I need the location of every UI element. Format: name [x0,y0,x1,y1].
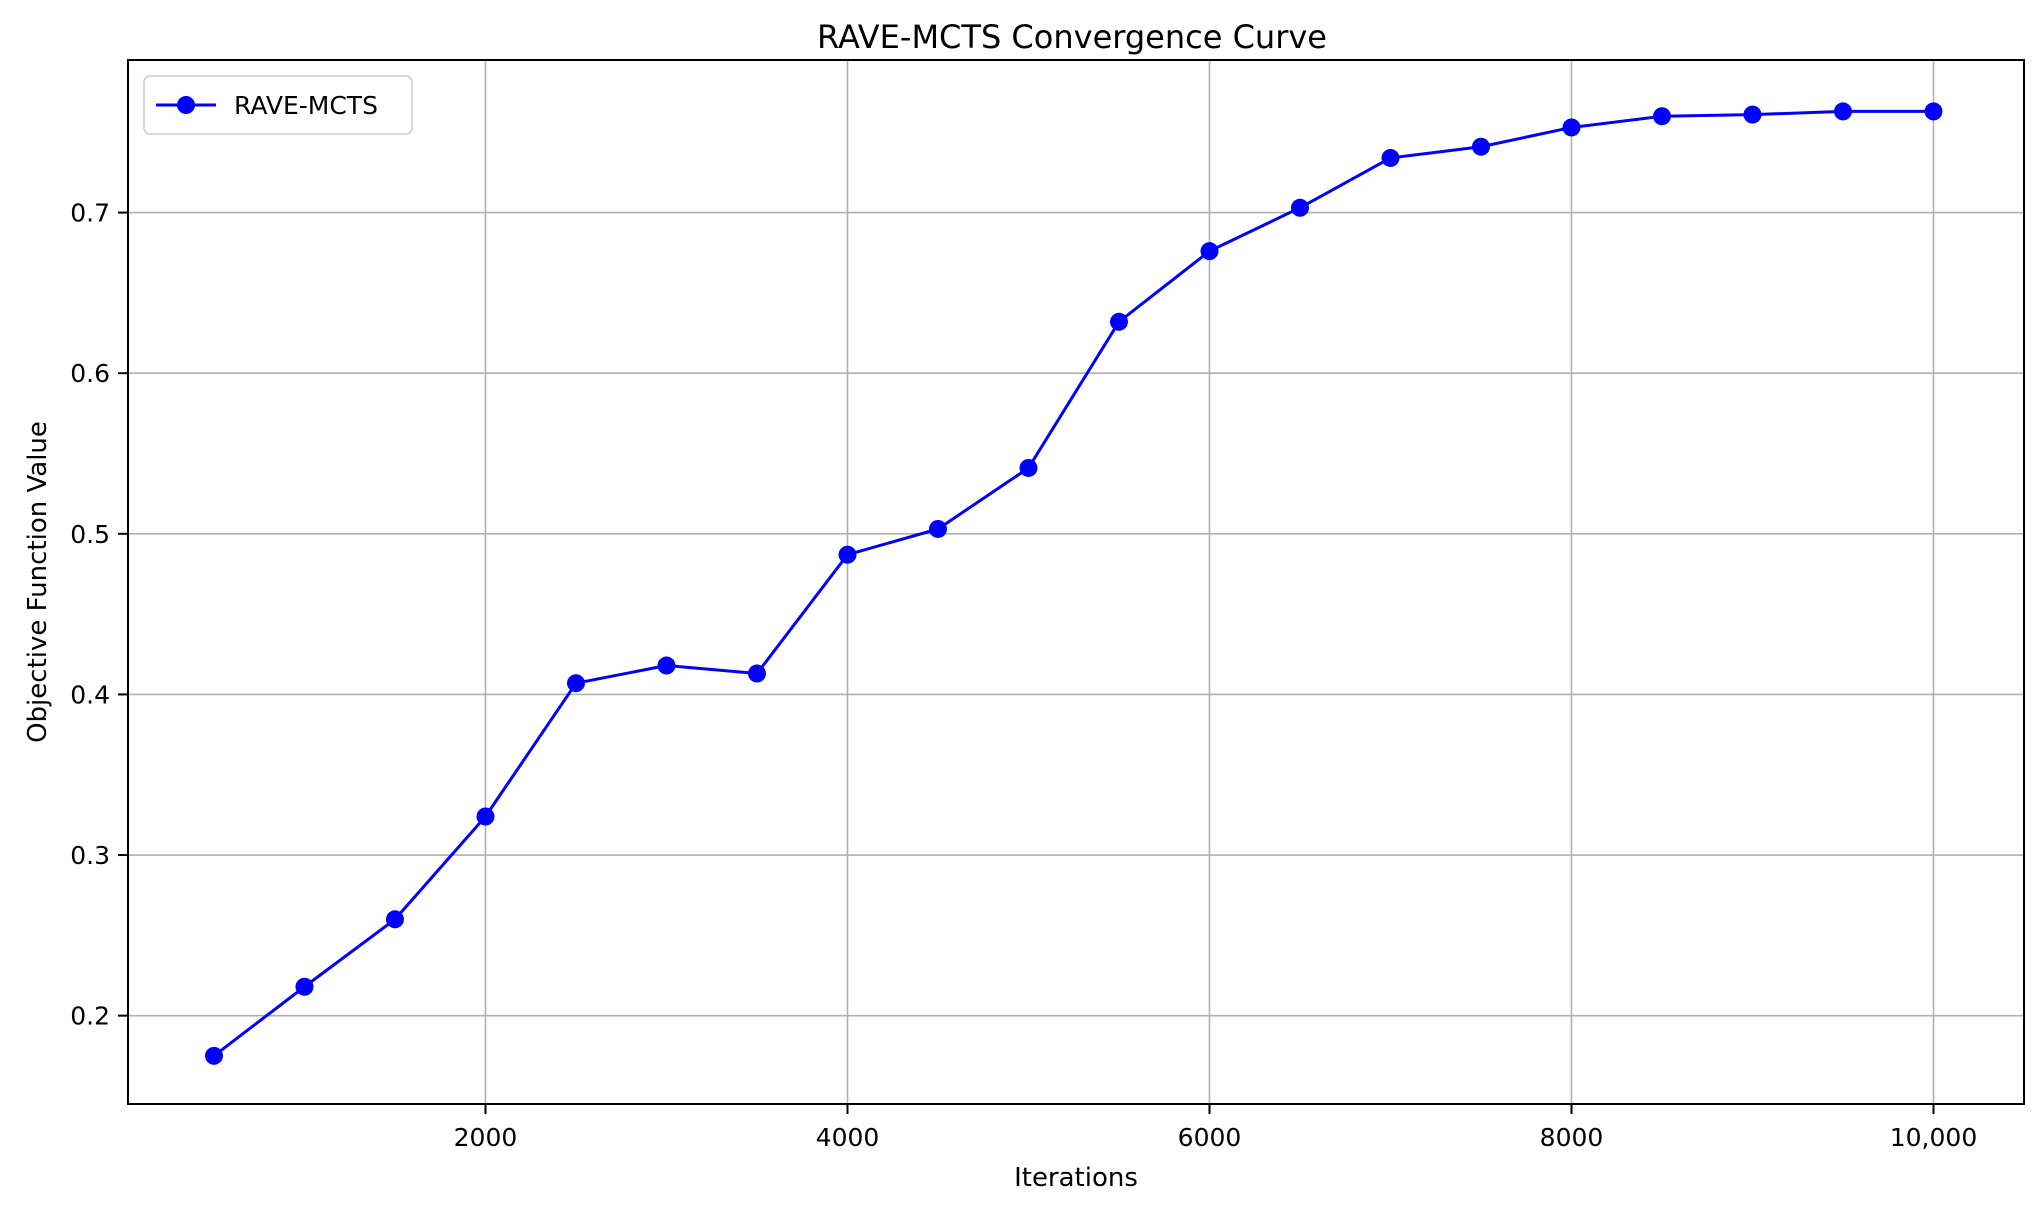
data-point [1290,198,1309,217]
data-point [476,807,495,826]
y-axis-label: Objective Function Value [23,421,53,743]
x-axis-ticks: 2000 4000 6000 8000 10,000 [454,1104,1977,1152]
data-point [1109,312,1128,331]
x-tick-label: 2000 [454,1123,518,1152]
x-axis-label: Iterations [1014,1163,1138,1193]
data-point [1381,148,1400,167]
y-axis-ticks: 0.2 0.3 0.4 0.5 0.6 0.7 [70,199,128,1031]
data-point [1743,105,1762,124]
x-tick-label: 10,000 [1890,1123,1977,1152]
legend-marker [177,96,195,114]
data-point [838,545,857,564]
data-point [1924,102,1943,121]
data-point [747,664,766,683]
legend-box [143,75,413,135]
x-tick-label: 8000 [1540,1123,1604,1152]
y-tick-label: 0.7 [70,199,110,228]
data-point [204,1046,223,1065]
series-layer [204,102,1943,1065]
y-tick-label: 0.3 [70,841,110,870]
x-tick-label: 4000 [816,1123,880,1152]
grid [128,60,2024,1104]
data-point [1833,102,1852,121]
data-point [385,910,404,929]
y-tick-label: 0.5 [70,520,110,549]
legend: RAVE-MCTS [143,75,413,135]
data-point [928,519,947,538]
plot-frame [127,59,2025,1105]
y-tick-label: 0.2 [70,1002,110,1031]
y-tick-label: 0.6 [70,359,110,388]
y-tick-label: 0.4 [70,680,110,709]
data-point [1652,107,1671,126]
data-point [295,977,314,996]
data-point [566,674,585,693]
data-point [657,656,676,675]
series-line [213,109,1934,1058]
chart-title: RAVE-MCTS Convergence Curve [817,18,1327,56]
data-point [1200,242,1219,261]
data-point [1019,458,1038,477]
data-point [1562,118,1581,137]
data-point [1471,137,1490,156]
legend-label: RAVE-MCTS [234,91,378,120]
x-tick-label: 6000 [1178,1123,1242,1152]
